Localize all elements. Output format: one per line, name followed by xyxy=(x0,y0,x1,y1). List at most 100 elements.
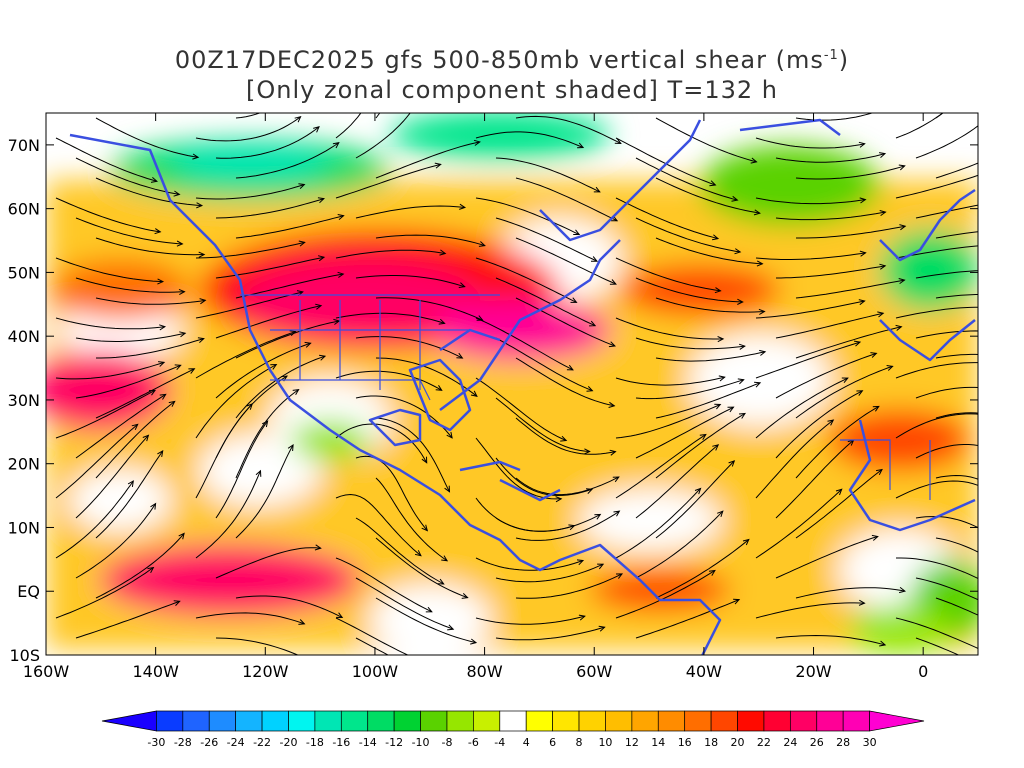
streamline-arrow xyxy=(591,256,599,262)
streamline-arrow xyxy=(441,555,449,562)
streamline xyxy=(915,637,960,655)
streamline-arrow xyxy=(178,532,185,540)
streamline xyxy=(475,197,580,235)
streamline xyxy=(335,617,409,655)
streamline xyxy=(195,184,305,200)
streamline-arrow xyxy=(589,320,597,327)
streamline xyxy=(615,137,716,186)
streamline xyxy=(635,379,744,400)
streamline xyxy=(895,362,978,379)
colorbar-label: 6 xyxy=(549,736,556,749)
streamline xyxy=(75,157,180,195)
streamline-arrow xyxy=(872,405,880,412)
streamline xyxy=(375,113,381,119)
streamline-arrow xyxy=(333,318,341,325)
streamline xyxy=(755,341,861,379)
streamline xyxy=(655,460,735,539)
streamline-arrow xyxy=(993,492,999,498)
chart-title-line1: 00Z17DEC2025 gfs 500-850mb vertical shea… xyxy=(174,46,850,74)
streamline xyxy=(615,488,701,559)
lat-tick-label: 60N xyxy=(8,200,40,219)
streamline xyxy=(495,397,590,452)
streamline-arrow xyxy=(311,52,316,58)
streamline xyxy=(215,305,322,339)
streamline xyxy=(215,342,311,399)
streamline-arrow xyxy=(570,297,578,303)
streamline-arrow xyxy=(478,241,486,247)
streamline xyxy=(515,177,618,222)
streamline-arrow xyxy=(424,79,429,85)
streamline xyxy=(195,241,305,259)
streamline xyxy=(775,211,886,221)
colorbar-swatch xyxy=(288,710,316,732)
colorbar-label: 24 xyxy=(783,736,797,749)
streamline xyxy=(495,157,601,193)
streamline-arrow xyxy=(425,606,433,613)
streamline-arrow xyxy=(298,240,306,247)
colorbar-swatch xyxy=(710,710,738,732)
colorbar-label: 8 xyxy=(576,736,583,749)
streamline xyxy=(475,131,584,148)
streamline xyxy=(615,197,719,240)
colorbar-label: -14 xyxy=(359,736,377,749)
streamline-arrow xyxy=(560,435,568,442)
streamline-arrow xyxy=(1012,461,1018,467)
streamline-arrow xyxy=(314,544,322,551)
coastlines xyxy=(69,118,976,655)
streamline-arrow xyxy=(1000,242,1005,247)
colorbar-label: 22 xyxy=(757,736,771,749)
streamline xyxy=(755,252,866,260)
streamline-arrow xyxy=(150,177,159,183)
streamline xyxy=(195,364,277,439)
streamline xyxy=(375,537,468,599)
streamline xyxy=(75,393,166,459)
streamline xyxy=(355,336,463,359)
streamline-arrow xyxy=(759,349,767,356)
streamline-arrow xyxy=(734,248,742,255)
streamline-arrow xyxy=(742,538,750,546)
streamline-arrow xyxy=(298,619,306,625)
colorbar-label: 4 xyxy=(523,736,530,749)
streamline xyxy=(55,480,134,559)
streamline-arrow xyxy=(731,195,739,202)
streamline xyxy=(495,337,593,392)
streamline xyxy=(515,417,616,455)
streamline-arrow xyxy=(434,162,442,169)
streamline xyxy=(215,256,325,279)
streamline xyxy=(776,265,886,279)
streamline xyxy=(215,126,320,159)
streamline-arrow xyxy=(1012,676,1018,681)
streamline-arrow xyxy=(173,190,181,197)
streamline-arrow xyxy=(750,157,758,164)
streamline-arrow xyxy=(898,587,907,594)
streamline-arrow xyxy=(414,550,422,557)
streamline-arrow xyxy=(315,303,323,310)
streamline-arrow xyxy=(853,340,862,347)
streamline-arrow xyxy=(614,138,622,145)
colorbar-label: -22 xyxy=(253,736,271,749)
streamline xyxy=(655,117,757,163)
colorbar-swatch xyxy=(684,710,712,732)
streamline xyxy=(615,434,707,499)
streamline xyxy=(195,612,305,625)
streamline-arrow xyxy=(317,197,325,204)
streamline xyxy=(215,420,269,519)
streamline xyxy=(755,602,865,619)
streamline-arrow xyxy=(886,365,894,371)
lon-tick-label: 100W xyxy=(352,662,399,681)
streamline-arrow xyxy=(168,400,176,407)
streamline-arrow xyxy=(246,403,253,410)
streamline xyxy=(515,573,623,599)
colorbar-label: -12 xyxy=(385,736,403,749)
streamline-arrow xyxy=(178,288,186,296)
streamline-arrow xyxy=(593,186,601,193)
streamline-arrow xyxy=(270,363,278,370)
streamline xyxy=(355,275,465,288)
streamline-arrow xyxy=(404,14,409,20)
streamline xyxy=(55,197,161,233)
streamline xyxy=(635,510,724,579)
streamline xyxy=(515,297,616,347)
streamline-arrow xyxy=(421,524,429,532)
streamline xyxy=(75,217,183,245)
streamline xyxy=(935,597,978,616)
